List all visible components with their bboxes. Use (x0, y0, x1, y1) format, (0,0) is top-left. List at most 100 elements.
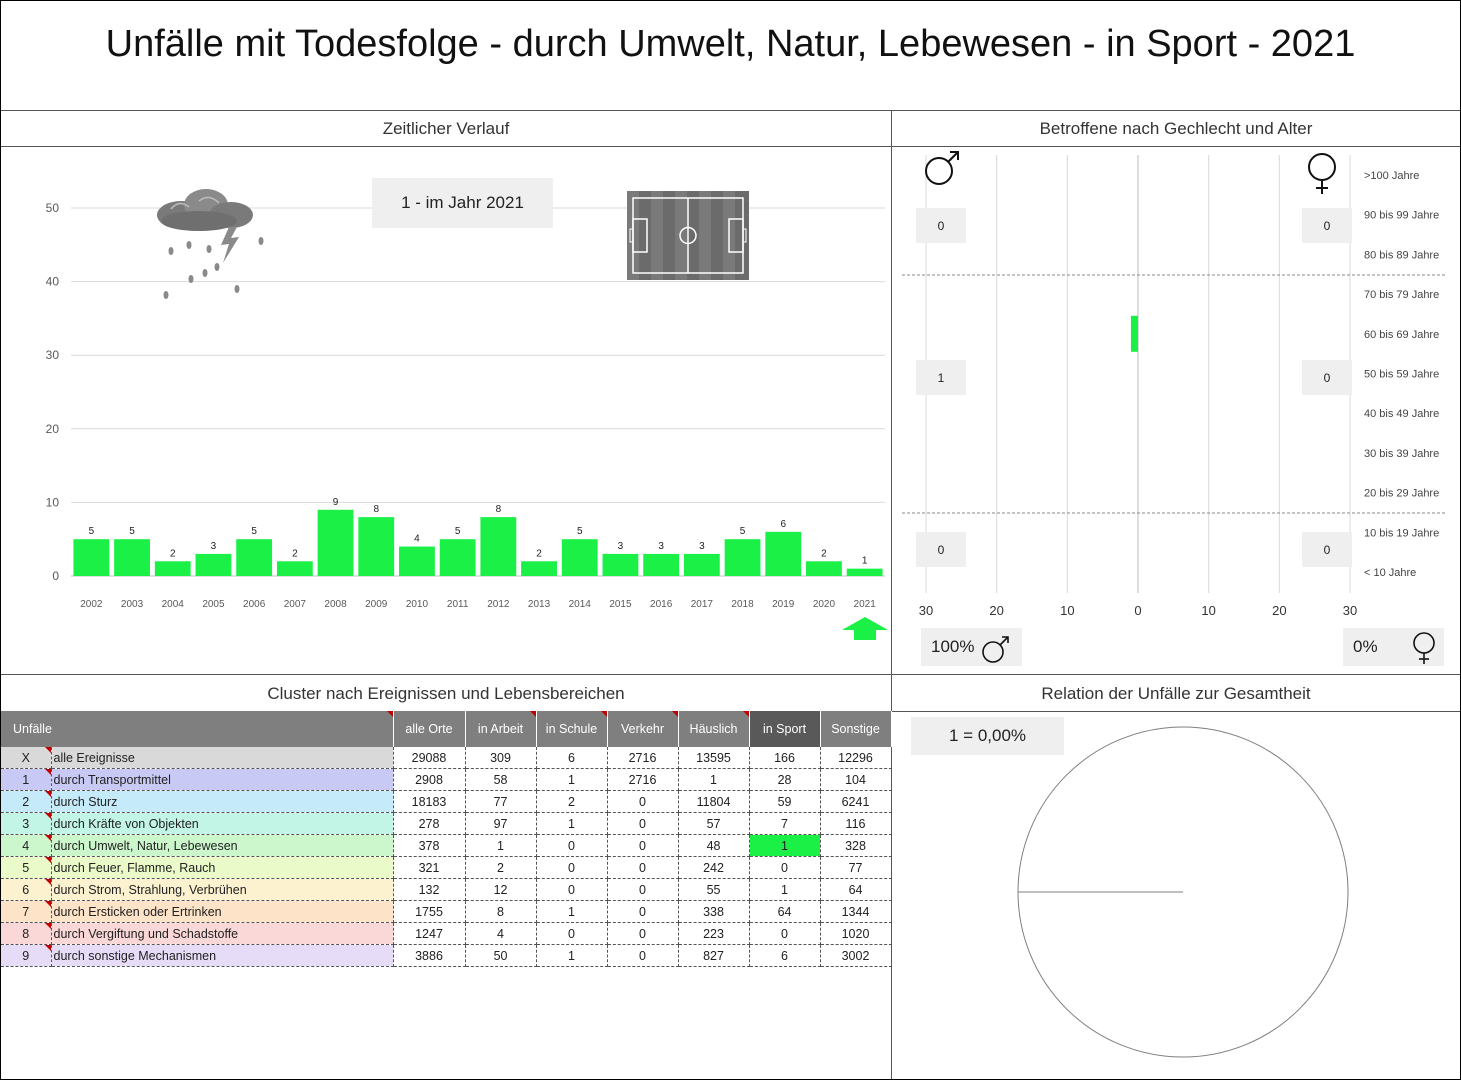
row-label: alle Ereignisse (51, 747, 394, 769)
table-cell: 50 (465, 944, 537, 967)
table-row[interactable]: 3 durch Kräfte von Objekten 278 97 1 0 57 7 116 (1, 812, 892, 835)
column-header[interactable]: in Arbeit (465, 711, 537, 747)
table-row[interactable]: 1 durch Transportmittel 2908 58 1 2716 1 28 104 (1, 768, 892, 791)
section-title-relation: Relation der Unfälle zur Gesamtheit (1041, 684, 1311, 703)
x-tick-label: 2013 (528, 599, 551, 610)
x-tick-label: 2016 (650, 599, 673, 610)
row-label: durch Feuer, Flamme, Rauch (51, 856, 394, 879)
data-label: 1 (862, 556, 868, 567)
table-cell: 0 (749, 856, 821, 879)
table-cell: 104 (820, 768, 892, 791)
table-cell: 6 (536, 747, 608, 769)
x-tick-label: 2008 (324, 599, 347, 610)
x-tick-label: 2009 (365, 599, 388, 610)
table-row[interactable]: 7 durch Ersticken oder Ertrinken 1755 8 1 0 33… (1, 900, 892, 923)
table-cell: 28 (749, 768, 821, 791)
female-symbol-icon (1308, 153, 1336, 194)
table-row[interactable]: 4 durch Umwelt, Natur, Lebewesen 378 1 0 0 48 1… (1, 834, 892, 857)
age-category-label: 20 bis 29 Jahre (1364, 488, 1439, 500)
bar (154, 561, 191, 576)
row-id: 5 (1, 856, 52, 879)
age-category-label: 70 bis 79 Jahre (1364, 289, 1439, 301)
table-cell: 7 (749, 812, 821, 835)
bar (73, 539, 110, 576)
y-tick-label: 50 (46, 201, 60, 215)
table-cell: 64 (820, 878, 892, 901)
table-cell: 0 (607, 834, 679, 857)
row-id: 2 (1, 790, 52, 813)
arrow-up-icon (842, 617, 888, 640)
table-cell: 2716 (607, 768, 679, 791)
table-row[interactable]: 6 durch Strom, Strahlung, Verbrühen 132 12 0… (1, 878, 892, 901)
table-cell: 12296 (820, 747, 892, 769)
table-cell: 0 (607, 856, 679, 879)
column-header[interactable]: in Schule (536, 711, 608, 747)
x-tick-label: 30 (919, 603, 933, 618)
age-category-label: 30 bis 39 Jahre (1364, 448, 1439, 460)
divider (1, 146, 1460, 147)
table-cell: 1020 (820, 922, 892, 945)
bar (765, 531, 802, 576)
section-title-demographics: Betroffene nach Gechlecht und Alter (1039, 119, 1313, 138)
divider (891, 110, 892, 1079)
table-cell: 0 (536, 856, 608, 879)
table-row[interactable]: 5 durch Feuer, Flamme, Rauch 321 2 0 0 242 0 77 (1, 856, 892, 879)
table-cell: 2 (536, 790, 608, 813)
table-cell: 1 (536, 900, 608, 923)
table-cell: 13595 (678, 747, 750, 769)
column-header[interactable]: Sonstige (820, 711, 892, 747)
table-cell: 1 (465, 834, 537, 857)
data-label: 3 (618, 541, 624, 552)
row-label: durch Strom, Strahlung, Verbrühen (51, 878, 394, 901)
table-cell: 77 (820, 856, 892, 879)
table-cell: 2716 (607, 747, 679, 769)
table-cell: 0 (607, 878, 679, 901)
table-cell: 0 (607, 812, 679, 835)
male-bar (1130, 315, 1138, 352)
column-header[interactable]: Häuslich (678, 711, 750, 747)
table-cell: 59 (749, 790, 821, 813)
age-category-label: < 10 Jahre (1364, 567, 1416, 579)
row-label: durch Sturz (51, 790, 394, 813)
page-title: Unfälle mit Todesfolge - durch Umwelt, N… (105, 23, 1356, 65)
table-row[interactable]: 9 durch sonstige Mechanismen 3886 50 1 0 827 6 3… (1, 944, 892, 967)
male-share-value: 100% (931, 637, 975, 656)
data-label: 5 (129, 526, 135, 537)
table-cell: 6 (749, 944, 821, 967)
table-cell: 1 (749, 834, 821, 857)
male-share: 100% (921, 628, 1022, 666)
section-title-timeline: Zeitlicher Verlauf (382, 119, 510, 138)
bar (317, 509, 354, 576)
male-total-lower: 0 (916, 532, 966, 567)
x-tick-label: 2020 (813, 599, 836, 610)
column-header[interactable]: alle Orte (393, 711, 466, 747)
table-cell: 1247 (393, 922, 466, 945)
column-header[interactable]: in Sport (749, 711, 821, 747)
data-label: 8 (496, 504, 502, 515)
table-cell: 1 (678, 768, 750, 791)
row-id: 6 (1, 878, 52, 901)
table-cell: 2908 (393, 768, 466, 791)
header-unfaelle[interactable]: Unfälle (1, 711, 394, 747)
data-label: 6 (780, 519, 786, 530)
table-row[interactable]: 8 durch Vergiftung und Schadstoffe 1247 4 0 0… (1, 922, 892, 945)
age-category-label: 60 bis 69 Jahre (1364, 329, 1439, 341)
cluster-table: Unfälle alle Orte in Arbeit in Schule Verke… (1, 711, 892, 967)
data-label: 3 (211, 541, 217, 552)
male-total-middle: 1 (916, 360, 966, 395)
data-label: 3 (699, 541, 705, 552)
bar (358, 517, 395, 576)
table-cell: 242 (678, 856, 750, 879)
y-tick-label: 10 (46, 495, 60, 509)
table-cell: 0 (536, 834, 608, 857)
data-label: 9 (333, 497, 339, 508)
column-header[interactable]: Verkehr (607, 711, 679, 747)
x-tick-label: 2004 (162, 599, 185, 610)
age-category-label: 50 bis 59 Jahre (1364, 369, 1439, 381)
table-row[interactable]: 2 durch Sturz 18183 77 2 0 11804 59 6241 (1, 790, 892, 813)
female-share-value: 0% (1353, 637, 1378, 656)
x-tick-label: 2011 (447, 599, 469, 610)
table-cell: 328 (820, 834, 892, 857)
